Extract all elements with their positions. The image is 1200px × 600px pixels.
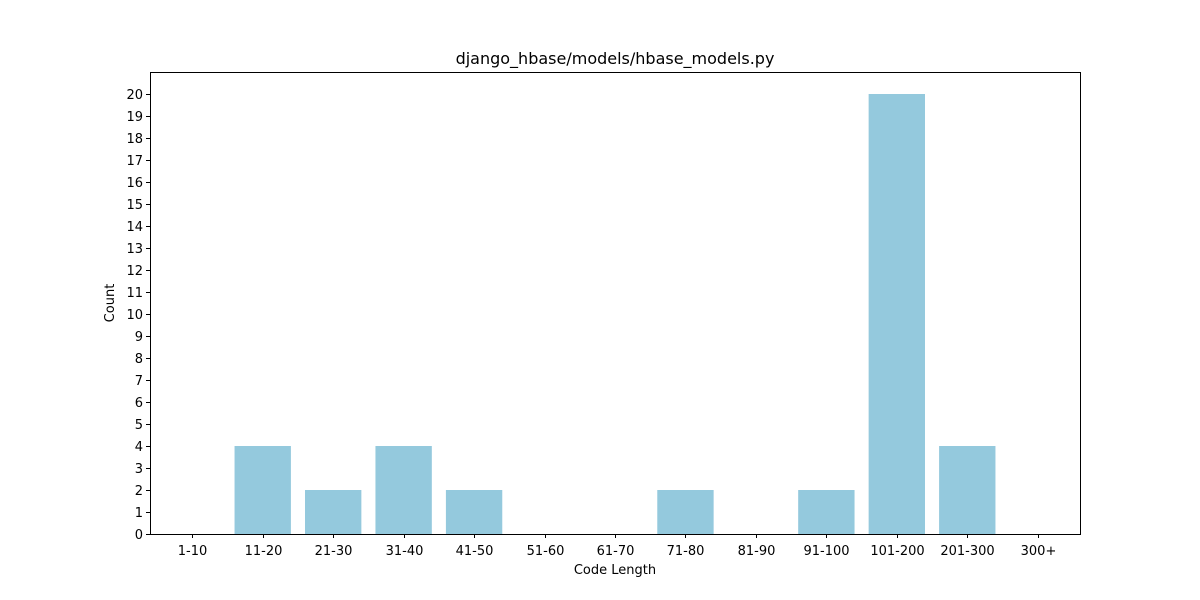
y-tick-label: 19 [126, 110, 143, 125]
x-tick-label: 21-30 [315, 544, 353, 559]
x-tick-label: 91-100 [803, 544, 849, 559]
x-tick-label: 201-300 [940, 544, 994, 559]
y-tick-label: 12 [126, 264, 143, 279]
y-tick-label: 14 [126, 220, 143, 235]
x-axis-label: Code Length [574, 563, 656, 578]
plot-frame [150, 72, 1081, 535]
y-tick-label: 15 [126, 198, 143, 213]
y-tick-label: 11 [126, 286, 143, 301]
y-tick-label: 20 [126, 88, 143, 103]
y-tick-label: 3 [135, 462, 143, 477]
bar-11-20 [234, 446, 291, 534]
bar-71-80 [657, 490, 714, 534]
y-tick-label: 13 [126, 242, 143, 257]
bar-91-100 [798, 490, 855, 534]
y-axis-label: Count [103, 284, 118, 323]
x-tick-label: 11-20 [245, 544, 283, 559]
bar-41-50 [445, 490, 503, 534]
y-tick-label: 16 [126, 176, 143, 191]
x-tick-label: 51-60 [527, 544, 565, 559]
x-tick-label: 300+ [1021, 544, 1057, 559]
x-axis-ticks: 1-10 11-20 21-30 31-40 41-50 51-60 61-70 71-80 8… [178, 534, 1057, 559]
x-tick-label: 31-40 [386, 544, 424, 559]
bar-21-30 [305, 490, 362, 534]
y-tick-label: 2 [135, 484, 143, 499]
y-tick-label: 10 [126, 308, 143, 323]
x-tick-label: 61-70 [597, 544, 635, 559]
chart-title: django_hbase/models/hbase_models.py [456, 49, 775, 69]
x-tick-label: 81-90 [738, 544, 776, 559]
y-tick-label: 5 [135, 418, 143, 433]
bar-31-40 [375, 446, 432, 534]
y-tick-label: 17 [126, 154, 143, 169]
y-tick-label: 6 [135, 396, 143, 411]
y-tick-label: 0 [135, 528, 143, 543]
y-tick-label: 9 [135, 330, 143, 345]
x-tick-label: 41-50 [456, 544, 494, 559]
x-tick-label: 1-10 [178, 544, 208, 559]
bars-group [234, 94, 996, 534]
x-tick-label: 101-200 [870, 544, 924, 559]
x-tick-label: 71-80 [667, 544, 705, 559]
bar-101-200 [868, 94, 925, 534]
y-tick-label: 1 [135, 506, 143, 521]
y-tick-label: 8 [135, 352, 143, 367]
y-tick-label: 7 [135, 374, 143, 389]
bar-201-300 [939, 446, 996, 534]
y-tick-label: 18 [126, 132, 143, 147]
y-tick-label: 4 [135, 440, 143, 455]
